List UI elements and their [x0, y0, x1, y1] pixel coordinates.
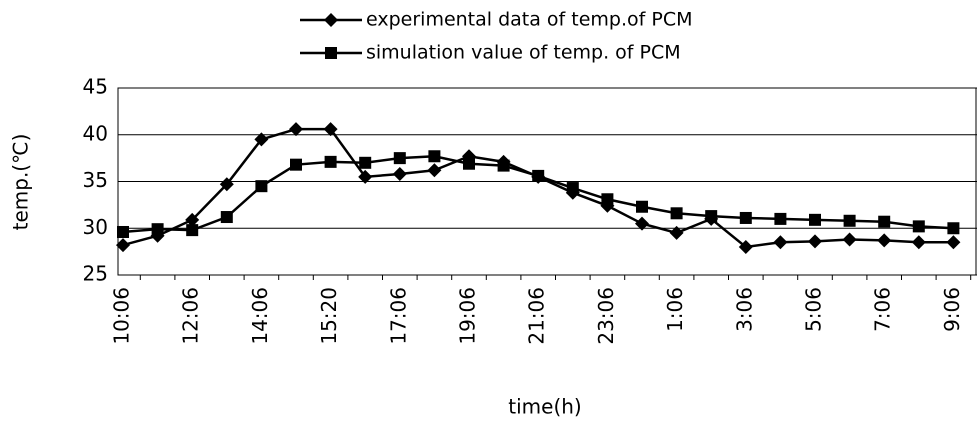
point [323, 122, 338, 137]
x-tick-label: 17:06 [386, 287, 410, 345]
y-tick-label: 30 [83, 215, 108, 239]
point [497, 159, 510, 172]
point [808, 234, 822, 249]
point [670, 207, 683, 220]
legend-marker [324, 13, 338, 27]
point [358, 169, 373, 184]
point [843, 214, 856, 227]
point [739, 211, 752, 224]
x-tick-label: 23:06 [594, 287, 618, 345]
point [117, 225, 129, 238]
x-axis-label: time(h) [508, 395, 581, 419]
x-tick-label: 21:06 [525, 287, 549, 345]
point [912, 220, 925, 233]
point [669, 225, 684, 240]
point [636, 200, 648, 213]
legend-marker [325, 47, 337, 59]
y-tick-label: 25 [83, 262, 108, 286]
x-tick-label: 1:06 [663, 287, 687, 332]
x-tick-label: 19:06 [456, 287, 480, 345]
y-axis-label: temp.(℃) [9, 134, 33, 231]
point [738, 239, 753, 254]
x-tick-label: 7:06 [871, 287, 895, 332]
point [151, 223, 164, 236]
series-line [122, 127, 954, 249]
point [393, 152, 406, 165]
y-tick-label: 35 [83, 168, 108, 192]
point [911, 235, 926, 250]
point [566, 182, 579, 195]
point [705, 210, 718, 223]
point [635, 216, 649, 231]
point [255, 180, 268, 193]
x-tick-label: 5:06 [802, 287, 826, 332]
x-tick-label: 14:06 [248, 287, 272, 345]
point [254, 132, 269, 147]
point [878, 215, 891, 228]
point [947, 222, 960, 235]
point [289, 122, 303, 137]
point [946, 235, 961, 250]
y-tick-label: 40 [83, 121, 108, 145]
point [185, 212, 200, 227]
plot-frame [117, 87, 977, 276]
legend-label: simulation value of temp. of PCM [366, 42, 681, 64]
point [359, 156, 372, 169]
point [601, 193, 614, 206]
point [428, 150, 441, 163]
legend-label: experimental data of temp.of PCM [366, 9, 693, 31]
point [463, 157, 475, 170]
x-tick-label: 12:06 [179, 287, 203, 345]
point [809, 213, 821, 226]
point [773, 235, 788, 250]
point [392, 167, 407, 182]
series-line [122, 154, 954, 234]
point [290, 158, 302, 171]
point [427, 163, 442, 178]
y-tick-label: 45 [83, 75, 108, 99]
x-tick-label: 15:20 [317, 287, 341, 345]
point [219, 177, 234, 192]
point [532, 169, 545, 182]
point [324, 155, 337, 168]
point [842, 232, 857, 247]
x-tick-label: 10:06 [110, 287, 134, 345]
point [220, 211, 233, 224]
point [116, 238, 130, 253]
x-tick-label: 3:06 [732, 287, 756, 332]
point [186, 224, 199, 237]
x-tick-label: 9:06 [940, 287, 964, 332]
point [774, 212, 787, 225]
point [877, 233, 892, 248]
